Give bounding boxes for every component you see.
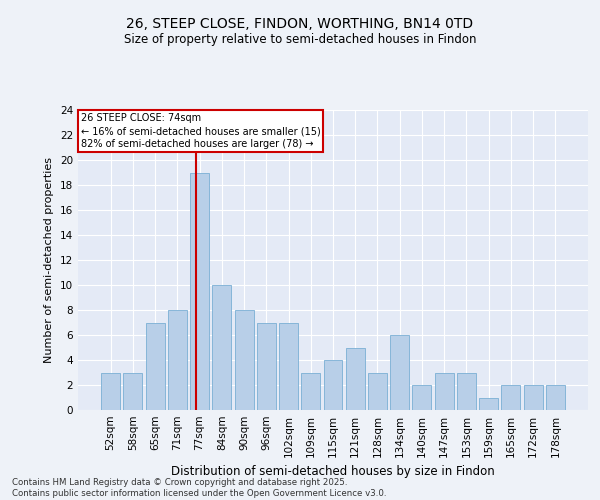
Bar [524, 385, 542, 410]
Text: 26 STEEP CLOSE: 74sqm
← 16% of semi-detached houses are smaller (15)
82% of semi: 26 STEEP CLOSE: 74sqm ← 16% of semi-deta… [80, 113, 320, 150]
Bar [435, 372, 454, 410]
Bar [479, 398, 498, 410]
Bar [279, 322, 298, 410]
Bar [190, 172, 209, 410]
Bar [101, 372, 120, 410]
Text: Size of property relative to semi-detached houses in Findon: Size of property relative to semi-detach… [124, 32, 476, 46]
Bar [146, 322, 164, 410]
Text: Contains HM Land Registry data © Crown copyright and database right 2025.
Contai: Contains HM Land Registry data © Crown c… [12, 478, 386, 498]
Bar [257, 322, 276, 410]
Bar [124, 372, 142, 410]
Bar [457, 372, 476, 410]
Bar [368, 372, 387, 410]
Bar [502, 385, 520, 410]
Bar [235, 310, 254, 410]
Bar [323, 360, 343, 410]
Bar [212, 285, 231, 410]
Bar [546, 385, 565, 410]
Bar [301, 372, 320, 410]
Bar [346, 348, 365, 410]
Bar [412, 385, 431, 410]
Text: 26, STEEP CLOSE, FINDON, WORTHING, BN14 0TD: 26, STEEP CLOSE, FINDON, WORTHING, BN14 … [127, 18, 473, 32]
Bar [390, 335, 409, 410]
Y-axis label: Number of semi-detached properties: Number of semi-detached properties [44, 157, 55, 363]
Bar [168, 310, 187, 410]
X-axis label: Distribution of semi-detached houses by size in Findon: Distribution of semi-detached houses by … [171, 466, 495, 478]
